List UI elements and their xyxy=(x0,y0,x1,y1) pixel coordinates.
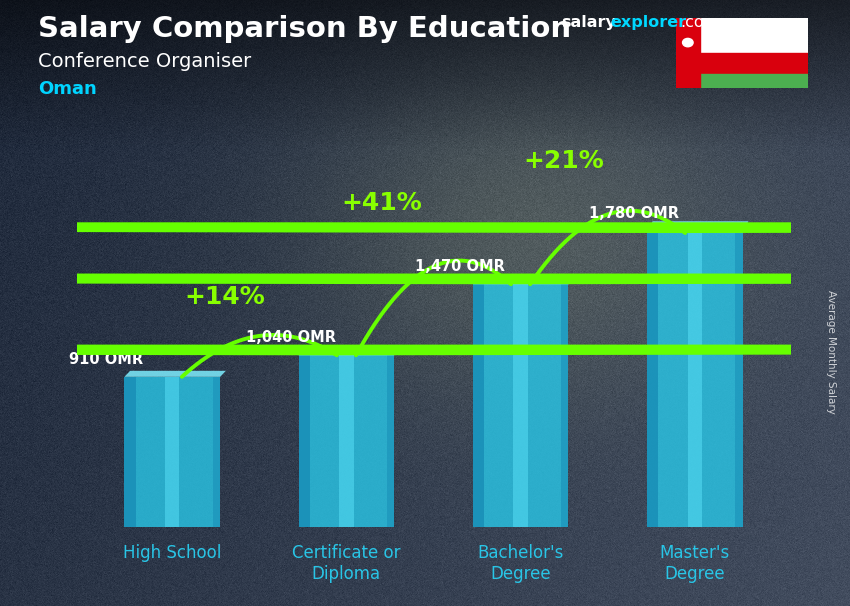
Polygon shape xyxy=(0,273,850,284)
Text: Oman: Oman xyxy=(38,80,97,98)
Text: 1,780 OMR: 1,780 OMR xyxy=(589,207,679,221)
Text: Average Monthly Salary: Average Monthly Salary xyxy=(826,290,836,413)
Text: salary: salary xyxy=(561,15,616,30)
Polygon shape xyxy=(0,222,850,233)
Text: +41%: +41% xyxy=(341,191,422,215)
Text: 1,470 OMR: 1,470 OMR xyxy=(415,259,505,275)
Bar xyxy=(647,233,743,527)
Bar xyxy=(676,53,807,74)
Text: Salary Comparison By Education: Salary Comparison By Education xyxy=(38,15,571,43)
Bar xyxy=(676,18,700,88)
Bar xyxy=(735,233,743,527)
Bar xyxy=(298,355,394,527)
Text: +21%: +21% xyxy=(524,149,604,173)
Polygon shape xyxy=(0,345,850,355)
Bar xyxy=(561,284,569,527)
Bar xyxy=(339,355,354,527)
Text: Conference Organiser: Conference Organiser xyxy=(38,52,252,70)
Bar xyxy=(165,377,179,527)
Polygon shape xyxy=(473,275,575,284)
Bar xyxy=(473,284,484,527)
Polygon shape xyxy=(298,348,400,355)
Text: +14%: +14% xyxy=(184,285,265,310)
Bar xyxy=(124,377,220,527)
Bar xyxy=(124,377,136,527)
Polygon shape xyxy=(124,371,226,377)
Bar xyxy=(212,377,220,527)
Polygon shape xyxy=(647,221,748,233)
Circle shape xyxy=(683,38,693,47)
Bar xyxy=(387,355,394,527)
Text: explorer: explorer xyxy=(610,15,687,30)
Bar xyxy=(676,18,807,53)
Bar xyxy=(688,233,702,527)
Text: 910 OMR: 910 OMR xyxy=(69,352,143,367)
Bar xyxy=(473,284,569,527)
Text: 1,040 OMR: 1,040 OMR xyxy=(246,330,336,345)
Bar xyxy=(513,284,528,527)
Bar xyxy=(298,355,310,527)
Bar xyxy=(676,74,807,88)
Text: .com: .com xyxy=(680,15,719,30)
Bar xyxy=(647,233,658,527)
